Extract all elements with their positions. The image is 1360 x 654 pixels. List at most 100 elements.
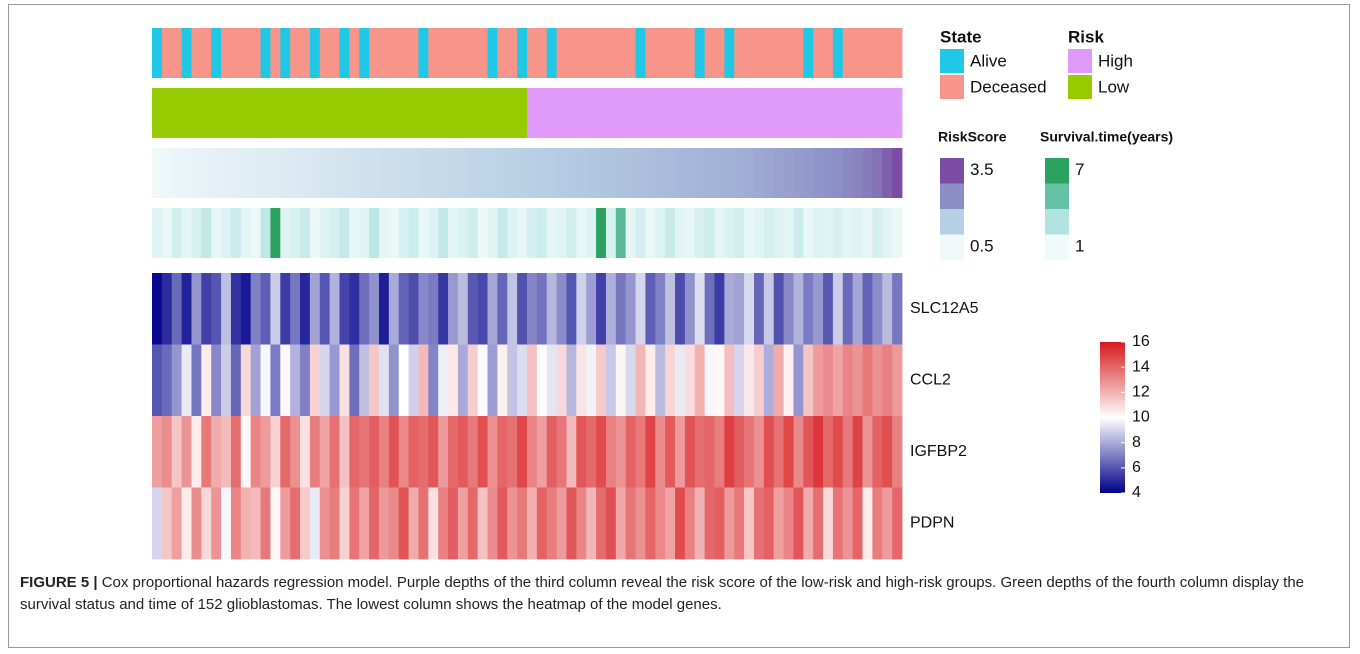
- heatmap-cell: [309, 208, 321, 258]
- heatmap-cell: [329, 88, 340, 138]
- heatmap-cell: [309, 148, 321, 198]
- heatmap-cell: [862, 416, 873, 488]
- heatmap-cell: [832, 28, 844, 78]
- heatmap-cell: [793, 148, 804, 198]
- heatmap-cell: [388, 88, 400, 138]
- heatmap-cell: [260, 344, 271, 417]
- heatmap-cell: [487, 28, 498, 78]
- heatmap-cell: [665, 88, 676, 138]
- heatmap-cell: [221, 88, 232, 138]
- heatmap-cell: [398, 148, 409, 198]
- heatmap-cell: [161, 208, 173, 258]
- heatmap-cell: [714, 148, 725, 198]
- heatmap-cell: [665, 416, 676, 488]
- heatmap-cell: [329, 28, 340, 78]
- heatmap-cell: [635, 28, 646, 78]
- heatmap-cell: [675, 273, 686, 345]
- heatmap-cell: [823, 148, 834, 198]
- heatmap-cell: [201, 148, 212, 198]
- heatmap-cell: [418, 28, 429, 78]
- heatmap-cell: [803, 487, 814, 560]
- heatmap-cell: [260, 487, 271, 560]
- heatmap-cell: [171, 208, 183, 258]
- heatmap-cell: [645, 208, 656, 258]
- heatmap-cell: [596, 273, 607, 345]
- heatmap-cell: [497, 88, 508, 138]
- heatmap-cell: [152, 487, 163, 560]
- heatmap-cell: [507, 148, 518, 198]
- heatmap-cell: [753, 148, 765, 198]
- heatmap-cell: [675, 148, 686, 198]
- heatmap-cell: [438, 208, 449, 258]
- heatmap-cell: [862, 148, 873, 198]
- heatmap-cell: [536, 208, 548, 258]
- heatmap-cell: [428, 28, 439, 78]
- heatmap-cell: [684, 148, 696, 198]
- heatmap-cell: [201, 88, 212, 138]
- heatmap-cell: [270, 273, 281, 345]
- heatmap-cell: [359, 88, 370, 138]
- heatmap-cell: [813, 208, 824, 258]
- heatmap-cell: [675, 28, 686, 78]
- heatmap-cell: [684, 344, 696, 417]
- heatmap-cell: [221, 273, 232, 345]
- heatmap-cell: [388, 273, 400, 345]
- legend-title: Risk: [1068, 27, 1104, 46]
- heatmap-cell: [329, 273, 340, 345]
- legend-swatch: [940, 234, 964, 261]
- heatmap-cell: [714, 344, 725, 417]
- heatmap-cell: [428, 344, 439, 417]
- legend-swatch: [940, 183, 964, 210]
- heatmap-cell: [211, 28, 222, 78]
- heatmap-cell: [280, 208, 291, 258]
- heatmap-cell: [645, 28, 656, 78]
- heatmap-cell: [388, 208, 400, 258]
- heatmap-cell: [744, 487, 755, 560]
- heatmap-cell: [161, 273, 173, 345]
- colorbar-tick-label: 8: [1132, 434, 1141, 451]
- heatmap-cell: [438, 88, 449, 138]
- heatmap-cell: [753, 28, 765, 78]
- heatmap-cell: [527, 208, 538, 258]
- heatmap-cell: [645, 344, 656, 417]
- heatmap-cell: [418, 487, 429, 560]
- heatmap-cell: [250, 416, 261, 488]
- heatmap-cell: [211, 148, 222, 198]
- heatmap-cell: [477, 28, 488, 78]
- heatmap-cell: [753, 487, 765, 560]
- heatmap-cell: [576, 487, 587, 560]
- heatmap-cell: [753, 416, 765, 488]
- heatmap-cell: [832, 344, 844, 417]
- heatmap-cell: [694, 344, 706, 417]
- heatmap-figure: SLC12A5 CCL2 IGFBP2 PDPN State Alive Deceased R…: [152, 27, 1173, 560]
- heatmap-cell: [823, 273, 834, 345]
- heatmap-cell: [724, 28, 735, 78]
- heatmap-cell: [714, 88, 725, 138]
- heatmap-cell: [290, 344, 301, 417]
- heatmap-cell: [744, 148, 755, 198]
- heatmap-cell: [240, 148, 252, 198]
- heatmap-cell: [684, 88, 696, 138]
- heatmap-cell: [744, 273, 755, 345]
- heatmap-cell: [714, 28, 725, 78]
- heatmap-cell: [763, 88, 775, 138]
- heatmap-cell: [734, 148, 745, 198]
- heatmap-cell: [546, 273, 558, 345]
- heatmap-cell: [171, 273, 183, 345]
- heatmap-cell: [892, 148, 903, 198]
- heatmap-cell: [734, 88, 745, 138]
- heatmap-cell: [556, 416, 567, 488]
- heatmap-cell: [852, 273, 863, 345]
- heatmap-cell: [576, 28, 587, 78]
- heatmap-cell: [704, 416, 715, 488]
- heatmap-cell: [872, 148, 883, 198]
- heatmap-cell: [546, 28, 558, 78]
- heatmap-cell: [734, 344, 745, 417]
- heatmap-cell: [576, 148, 587, 198]
- heatmap-cell: [793, 273, 804, 345]
- heatmap-cell: [260, 88, 271, 138]
- legend-label: Deceased: [970, 77, 1047, 96]
- gene-label: CCL2: [910, 371, 951, 388]
- heatmap-cell: [724, 88, 735, 138]
- heatmap-cell: [467, 148, 479, 198]
